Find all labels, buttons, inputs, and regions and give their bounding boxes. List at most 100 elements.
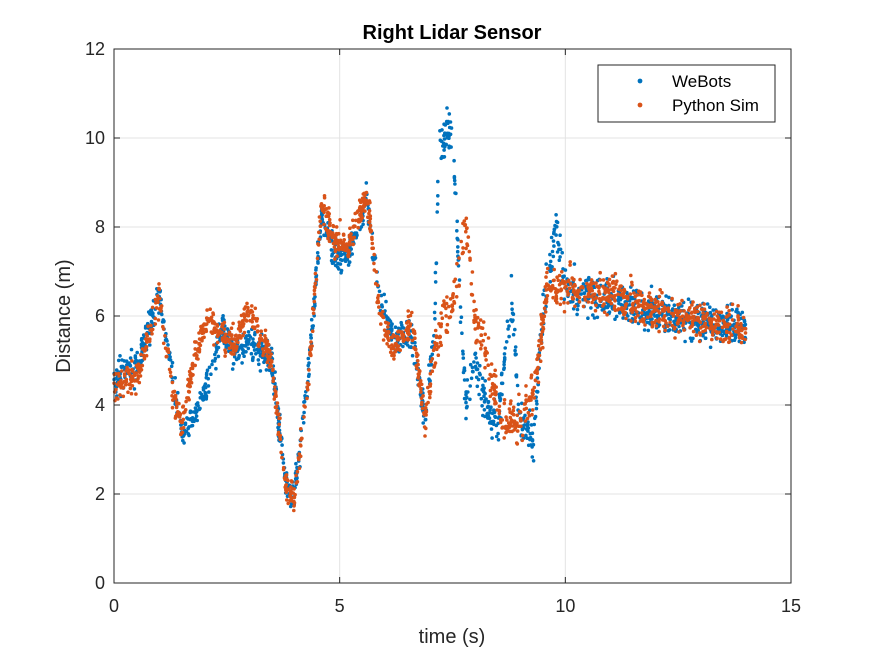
data-point <box>646 328 651 333</box>
data-point <box>600 308 605 312</box>
data-point <box>483 346 488 351</box>
data-point <box>536 365 540 370</box>
data-point <box>557 273 562 278</box>
data-point <box>306 374 311 379</box>
data-point <box>642 317 646 321</box>
data-point <box>598 270 602 275</box>
data-point <box>445 295 449 299</box>
data-point <box>689 339 694 343</box>
y-tick-label: 6 <box>95 306 105 326</box>
data-point <box>286 501 291 506</box>
data-point <box>515 421 519 425</box>
legend-box <box>597 64 776 123</box>
data-point <box>333 257 337 261</box>
data-point <box>575 289 579 294</box>
data-point <box>637 299 641 303</box>
data-point <box>710 330 715 335</box>
data-point <box>520 401 524 406</box>
data-point <box>188 371 193 376</box>
data-point <box>406 329 411 334</box>
data-point <box>474 339 479 344</box>
data-point <box>638 319 643 324</box>
data-point <box>334 225 339 229</box>
data-point <box>421 421 426 425</box>
data-point <box>699 307 704 312</box>
data-point <box>540 330 545 334</box>
data-point <box>380 304 385 309</box>
data-point <box>463 223 468 227</box>
data-point <box>156 300 160 305</box>
data-point <box>159 304 164 308</box>
data-point <box>657 319 661 324</box>
data-point <box>541 345 545 350</box>
data-point <box>621 316 625 320</box>
data-point <box>461 356 466 360</box>
data-point <box>190 423 195 428</box>
data-point <box>417 372 421 376</box>
data-point <box>452 158 456 163</box>
data-point <box>557 282 562 287</box>
data-point <box>165 339 169 343</box>
data-point <box>249 351 254 356</box>
data-point <box>633 294 637 299</box>
data-point <box>636 313 640 318</box>
data-point <box>299 427 303 431</box>
data-point <box>560 278 565 283</box>
data-point <box>331 223 335 228</box>
data-point <box>327 239 332 243</box>
data-point <box>136 362 141 367</box>
data-point <box>605 313 609 317</box>
data-point <box>352 235 357 240</box>
data-point <box>480 376 485 381</box>
data-point <box>201 397 205 402</box>
data-point <box>554 296 559 301</box>
data-point <box>551 278 556 283</box>
data-point <box>725 305 729 309</box>
data-point <box>677 330 681 334</box>
data-point <box>447 112 452 116</box>
data-point <box>130 367 134 372</box>
data-point <box>523 413 527 418</box>
data-point <box>319 204 323 208</box>
data-point <box>556 278 560 283</box>
data-point <box>695 315 700 320</box>
data-point <box>357 198 362 202</box>
data-point <box>258 333 263 338</box>
data-point <box>278 437 283 441</box>
data-point <box>193 406 198 410</box>
data-point <box>290 480 294 484</box>
data-point <box>550 249 555 254</box>
data-point <box>322 222 326 227</box>
data-point <box>250 304 254 308</box>
data-point <box>524 393 528 398</box>
data-point <box>297 466 302 471</box>
data-point <box>216 332 220 337</box>
data-point <box>724 315 729 319</box>
data-point <box>154 306 159 310</box>
data-point <box>335 254 339 258</box>
series-python-sim <box>112 190 748 513</box>
data-point <box>408 322 413 326</box>
data-point <box>481 338 486 343</box>
data-point <box>473 315 477 320</box>
data-point <box>528 431 533 436</box>
data-point <box>261 350 266 355</box>
data-point <box>197 407 201 412</box>
data-point <box>532 385 537 390</box>
data-point <box>594 303 598 308</box>
data-point <box>462 378 467 382</box>
data-point <box>507 407 512 411</box>
data-point <box>717 310 722 315</box>
data-point <box>294 473 298 478</box>
data-point <box>575 294 579 298</box>
data-point <box>538 347 543 352</box>
data-point <box>415 354 419 359</box>
data-point <box>188 409 193 414</box>
data-point <box>139 342 144 347</box>
data-point <box>730 318 735 322</box>
data-point <box>295 469 300 474</box>
data-point <box>660 290 664 295</box>
data-point <box>682 309 686 313</box>
grid <box>114 49 791 583</box>
